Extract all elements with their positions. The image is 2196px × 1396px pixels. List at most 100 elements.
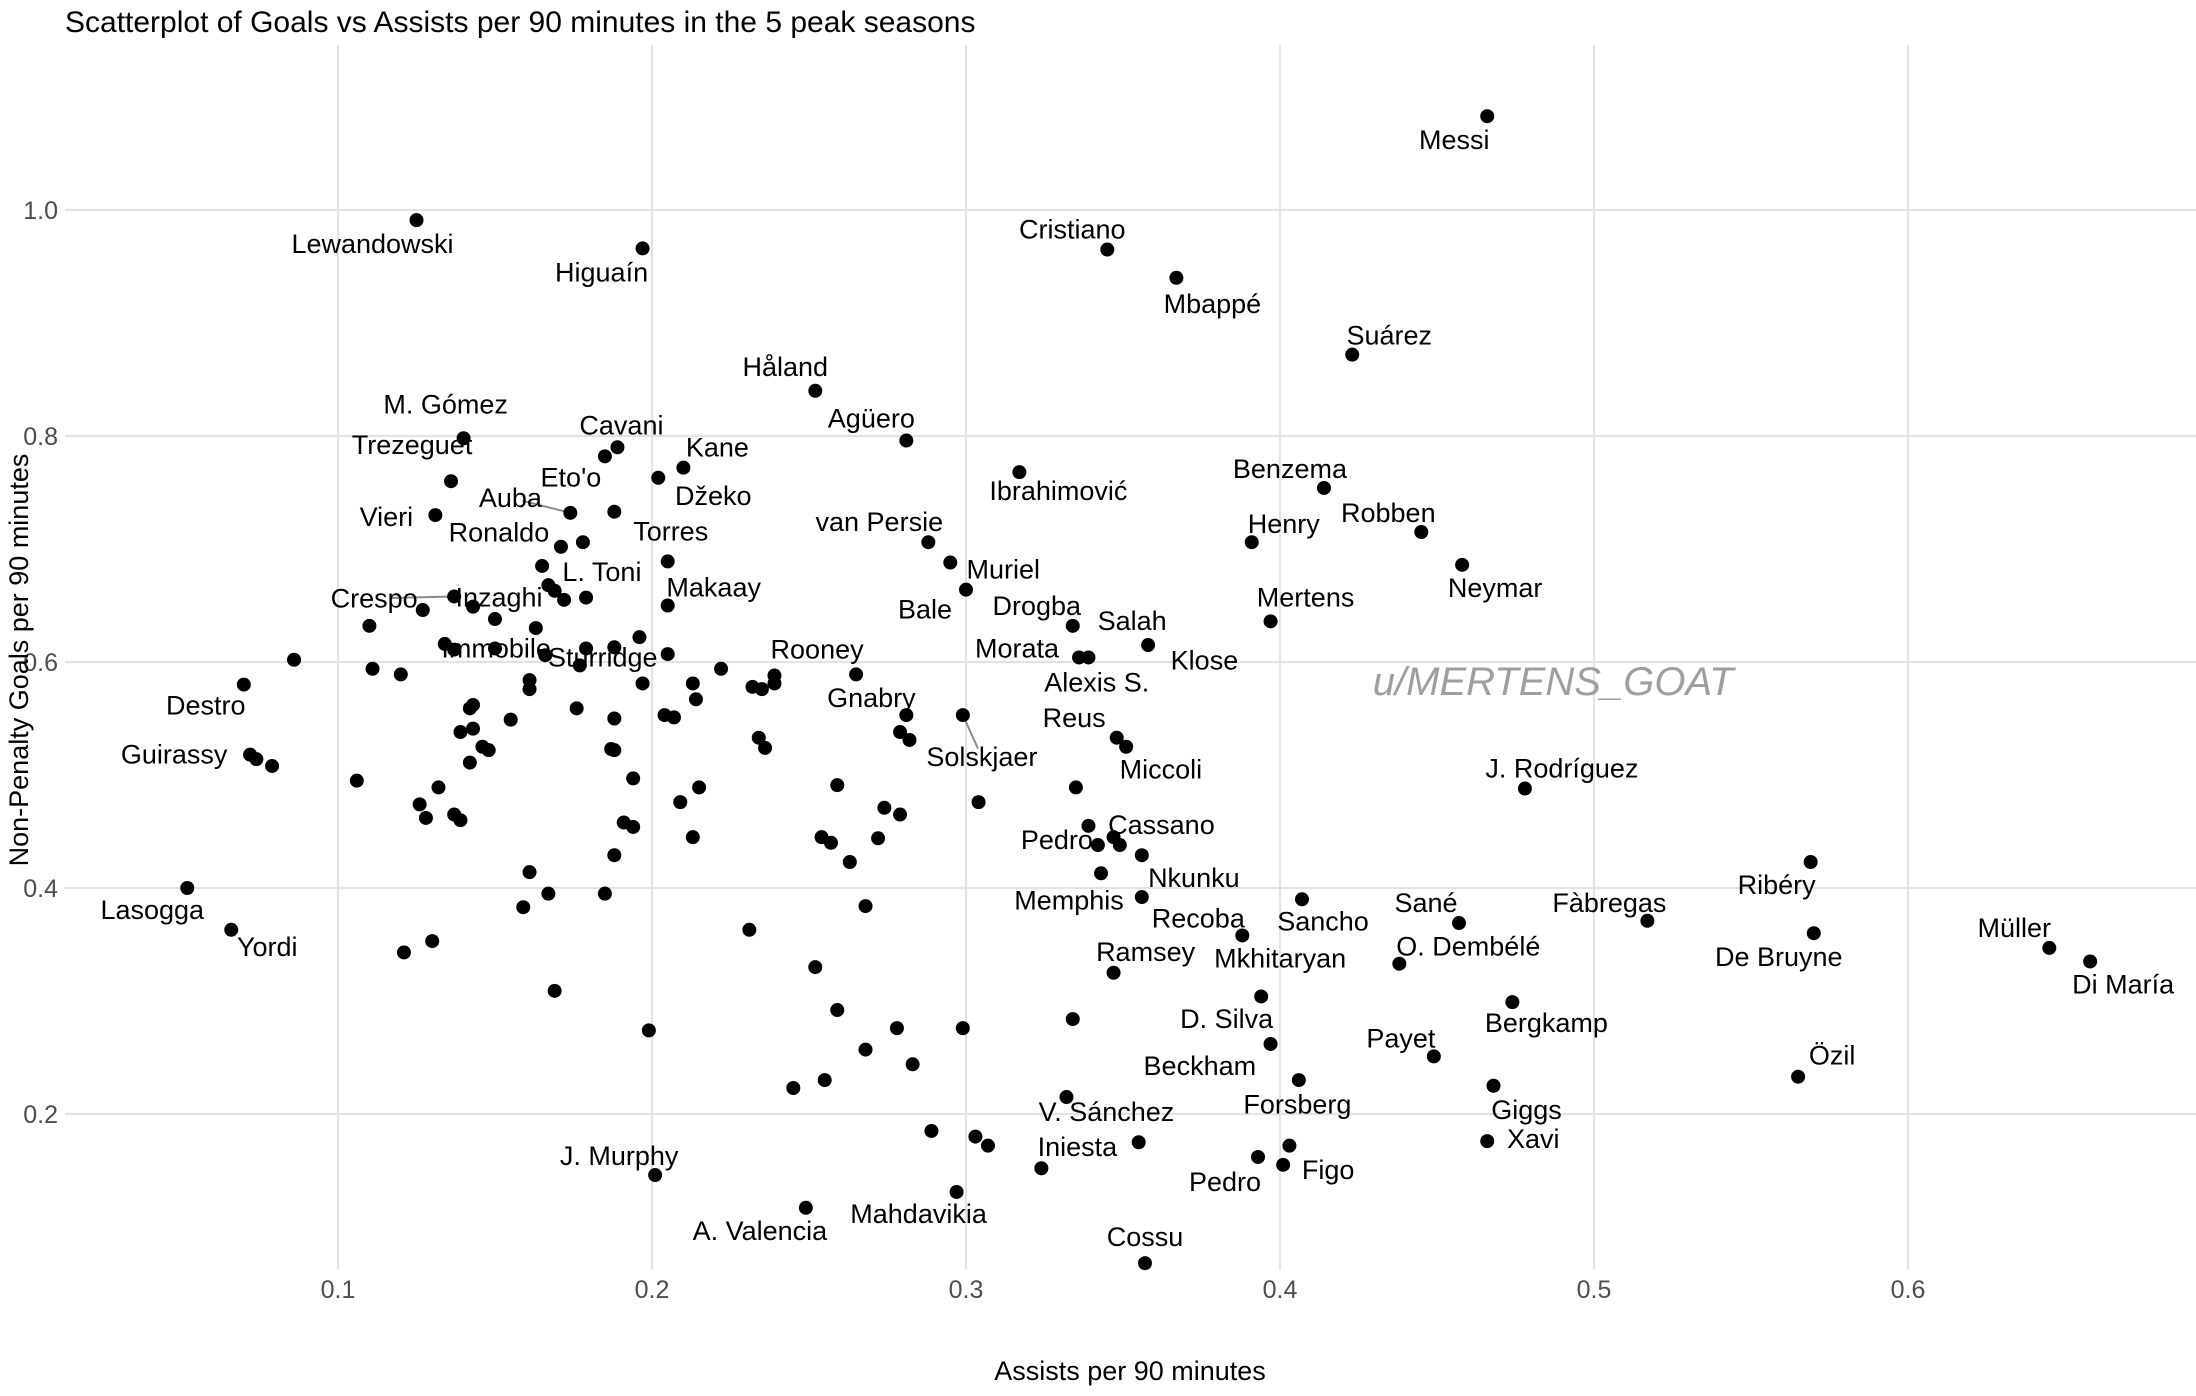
data-point — [830, 778, 845, 793]
point-label-sancho: Sancho — [1277, 906, 1369, 936]
data-point-neymar — [1455, 557, 1470, 572]
point-label-reus: Reus — [1043, 703, 1106, 733]
point-labels: Messi Cristiano Mbappé Suárez Lewandowski Hig… — [100, 125, 2175, 1252]
data-point — [688, 692, 703, 707]
data-point — [786, 1081, 801, 1096]
data-point-su-rez — [1345, 347, 1360, 362]
point-label-henry: Henry — [1248, 509, 1321, 539]
data-point — [871, 831, 886, 846]
x-tick-labels: 0.1 0.2 0.3 0.4 0.5 0.6 — [321, 1276, 1926, 1304]
point-label-neymar: Neymar — [1448, 573, 1543, 603]
data-point-muriel — [943, 555, 958, 570]
data-point — [418, 810, 433, 825]
data-point-nkunku — [1134, 848, 1149, 863]
data-point — [692, 780, 707, 795]
data-point-j-murphy — [648, 1168, 663, 1183]
data-point-ag-ero — [899, 433, 914, 448]
point-label-cristiano: Cristiano — [1019, 215, 1126, 245]
data-point-d-silva — [1263, 1036, 1278, 1051]
data-point-mbapp- — [1169, 270, 1184, 285]
data-point-makaay — [660, 598, 675, 613]
point-label-h-land: Håland — [742, 352, 828, 382]
data-point — [528, 621, 543, 636]
point-label-mbapp-: Mbappé — [1164, 289, 1262, 319]
point-label-kane: Kane — [686, 433, 749, 463]
data-point — [541, 886, 556, 901]
data-point — [968, 1129, 983, 1144]
data-point — [569, 701, 584, 716]
data-point — [893, 807, 908, 822]
data-point-ramsey — [1106, 965, 1121, 980]
point-label-makaay: Makaay — [666, 573, 761, 603]
horizontal-gridlines — [65, 208, 2196, 1116]
point-label-messi: Messi — [1419, 125, 1490, 155]
data-point — [488, 641, 502, 656]
point-label-benzema: Benzema — [1233, 454, 1348, 484]
point-label-forsberg: Forsberg — [1243, 1090, 1351, 1120]
data-point — [1112, 838, 1127, 853]
data-point — [751, 730, 766, 745]
data-point — [415, 603, 430, 618]
data-point-bale — [959, 582, 973, 597]
data-point-rib-ry — [1803, 855, 1818, 870]
data-point — [535, 558, 550, 573]
point-label-cavani: Cavani — [579, 410, 663, 440]
data-point-recoba — [1235, 928, 1250, 943]
data-point — [547, 983, 562, 998]
point-label-yordi: Yordi — [237, 932, 298, 962]
data-point — [980, 1138, 995, 1153]
data-point-gnabry — [899, 708, 914, 723]
point-label-trezeguet: Trezeguet — [352, 430, 473, 460]
point-label-ag-ero: Agüero — [828, 404, 915, 434]
point-label-v-s-nchez: V. Sánchez — [1039, 1097, 1175, 1127]
data-point — [516, 900, 531, 915]
data-point — [971, 795, 986, 810]
point-label-higua-n: Higuaín — [555, 257, 648, 287]
point-label-recoba: Recoba — [1152, 903, 1246, 933]
data-point-f-bregas — [1640, 913, 1655, 928]
point-label-iniesta: Iniesta — [1038, 1132, 1119, 1162]
data-point — [597, 886, 612, 901]
data-point-cassano — [1081, 818, 1096, 833]
data-point-mahdavikia — [949, 1184, 964, 1199]
point-label-l-toni: L. Toni — [562, 557, 641, 587]
data-point — [349, 773, 364, 788]
data-point — [641, 1023, 656, 1038]
data-point-solskjaer — [955, 708, 970, 723]
data-point-robben — [1414, 525, 1429, 540]
data-point-crespo — [447, 589, 462, 604]
x-tick-0.5: 0.5 — [1577, 1276, 1612, 1304]
data-point — [425, 934, 440, 949]
point-label-van-persie: van Persie — [816, 507, 944, 537]
data-point-auba — [563, 505, 578, 520]
data-point-immobile — [447, 642, 462, 657]
chart-title: Scatterplot of Goals vs Assists per 90 m… — [65, 6, 975, 39]
point-label-salah: Salah — [1098, 606, 1167, 636]
leader-line — [522, 499, 571, 514]
data-point-lasogga — [180, 881, 195, 895]
data-point-cossu — [1137, 1256, 1152, 1271]
point-label-eto-o: Eto'o — [541, 462, 602, 492]
point-label-lasogga: Lasogga — [100, 895, 205, 925]
data-point — [666, 710, 681, 725]
point-label-d-eko: Džeko — [675, 481, 752, 511]
data-point — [767, 668, 782, 683]
data-point-figo — [1276, 1157, 1291, 1172]
data-point — [685, 830, 700, 845]
data-point — [660, 647, 675, 662]
data-point — [955, 1021, 970, 1036]
point-label-morata: Morata — [975, 633, 1060, 663]
data-point-yordi — [224, 922, 239, 937]
data-point — [902, 732, 917, 747]
data-point-kane — [676, 460, 691, 475]
x-tick-0.1: 0.1 — [321, 1276, 356, 1304]
point-label-pedro: Pedro — [1189, 1167, 1261, 1197]
data-point-alexis-s- — [1109, 730, 1124, 745]
y-tick-labels: 0.2 0.4 0.6 0.8 1.0 — [23, 197, 58, 1129]
data-point-bergkamp — [1505, 995, 1520, 1010]
data-point-sancho — [1294, 892, 1309, 907]
data-point — [396, 945, 411, 960]
point-label-destro: Destro — [166, 691, 246, 721]
point-label-nkunku: Nkunku — [1148, 863, 1240, 893]
data-point-lewandowski — [409, 213, 424, 228]
